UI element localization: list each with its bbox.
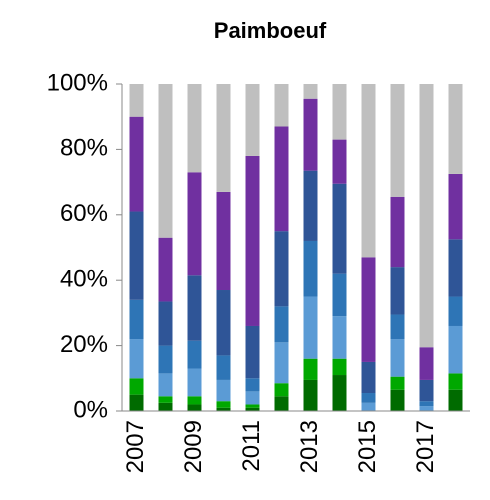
bar-segment — [448, 239, 463, 297]
bar-segment — [216, 290, 231, 356]
bar-segment — [274, 383, 289, 397]
bar-segment — [187, 172, 202, 276]
bar-segment — [448, 389, 463, 411]
bar-segment — [332, 375, 347, 411]
bar-segment — [361, 402, 376, 411]
bar-segment — [216, 407, 231, 411]
bar-segment — [448, 84, 463, 174]
bar-segment — [129, 84, 144, 117]
bar-segment — [419, 84, 434, 348]
bar-segment — [274, 306, 289, 343]
bar-segment — [129, 394, 144, 411]
bar-segment — [129, 211, 144, 300]
bar-segment — [129, 339, 144, 379]
bar-segment — [332, 84, 347, 140]
bar-segment — [390, 196, 405, 268]
bar-segment — [390, 267, 405, 315]
bar-segment — [303, 379, 318, 411]
bar-segment — [245, 378, 260, 392]
bar-segment — [390, 314, 405, 340]
bar-segment — [129, 299, 144, 340]
bar-segment — [448, 173, 463, 240]
y-tick-label: 60% — [60, 200, 108, 227]
bar-segment — [187, 368, 202, 397]
bar-segment — [216, 191, 231, 291]
bar-segment — [303, 98, 318, 171]
bar-segment — [332, 183, 347, 274]
bar-segment — [419, 401, 434, 407]
x-tick-label: 2017 — [412, 420, 439, 473]
bar-segment — [332, 316, 347, 359]
bar-segment — [332, 139, 347, 184]
y-tick-label: 0% — [73, 396, 108, 423]
bar-segment — [448, 373, 463, 390]
bar-segment — [216, 355, 231, 380]
bar-segment — [158, 84, 173, 238]
bar-segment — [390, 339, 405, 377]
y-tick-label: 80% — [60, 135, 108, 162]
y-tick-label: 20% — [60, 331, 108, 358]
bar-segment — [187, 404, 202, 411]
bar-segment — [245, 404, 260, 408]
bar-segment — [245, 325, 260, 379]
bar-segment — [187, 84, 202, 173]
bar-segment — [216, 401, 231, 408]
bar-segment — [361, 393, 376, 403]
y-tick-label: 40% — [60, 266, 108, 293]
x-tick-label: 2011 — [238, 420, 265, 472]
bar-segment — [158, 301, 173, 346]
bar-segment — [158, 345, 173, 374]
x-tick-label: 2013 — [296, 420, 323, 473]
bar-segment — [332, 358, 347, 376]
bar-segment — [448, 296, 463, 326]
bar-segment — [303, 170, 318, 241]
bar-segment — [419, 347, 434, 380]
bar-segment — [274, 84, 289, 127]
bar-segment — [361, 257, 376, 362]
bar-segment — [245, 407, 260, 411]
x-tick-label: 2009 — [180, 420, 207, 473]
bar-segment — [274, 342, 289, 384]
bar-segment — [274, 231, 289, 307]
bar-segment — [361, 361, 376, 394]
y-tick-label: 100% — [47, 69, 108, 96]
bar-segment — [303, 240, 318, 297]
bar-segment — [158, 402, 173, 411]
bar-segment — [158, 396, 173, 403]
bar-segment — [390, 389, 405, 411]
bar-segment — [187, 340, 202, 369]
bar-segment — [274, 396, 289, 411]
bar-segment — [303, 84, 318, 99]
bar-segment — [448, 325, 463, 374]
bar-segment — [216, 84, 231, 192]
bar-segment — [303, 296, 318, 359]
bar-segment — [332, 273, 347, 317]
bar-segment — [303, 358, 318, 380]
bar-segment — [187, 396, 202, 405]
bar-segment — [129, 116, 144, 212]
bar-segment — [129, 378, 144, 395]
bar-segment — [158, 237, 173, 302]
bar-segment — [245, 84, 260, 156]
bar-segment — [419, 379, 434, 402]
bar-segment — [274, 126, 289, 232]
bar-segment — [361, 84, 376, 258]
bar-segment — [419, 406, 434, 411]
bar-segment — [216, 379, 231, 402]
bar-segment — [245, 391, 260, 405]
bar-segment — [158, 373, 173, 397]
x-tick-label: 2007 — [122, 420, 149, 473]
bar-segment — [390, 376, 405, 390]
chart-title: Paimboeuf — [214, 18, 327, 43]
x-tick-label: 2015 — [354, 420, 381, 473]
bar-segment — [245, 155, 260, 326]
bar-segment — [390, 84, 405, 197]
bar-segment — [187, 275, 202, 341]
